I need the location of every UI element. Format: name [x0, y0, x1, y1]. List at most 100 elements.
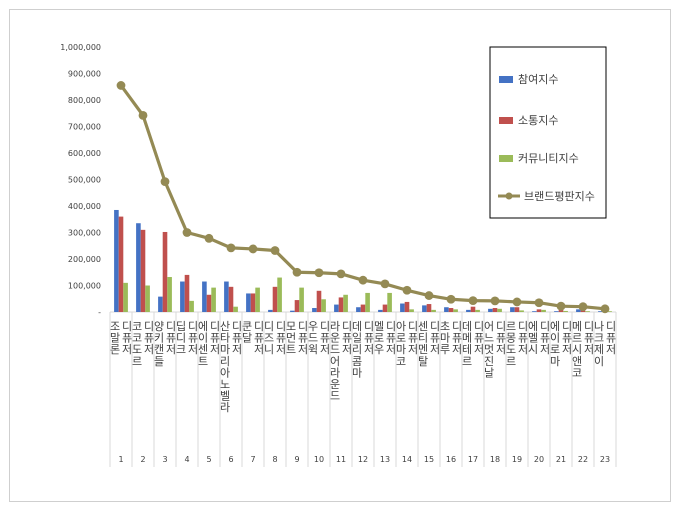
line-point: [578, 302, 588, 312]
bar: [466, 309, 471, 312]
bar: [409, 309, 414, 312]
line-point: [116, 81, 126, 90]
x-category-label: 나 크 제 이디 퓨 저: [594, 320, 616, 368]
bar: [563, 310, 568, 312]
x-category-label: 센 티 멘 탈디 퓨 저: [418, 320, 440, 368]
bar: [268, 309, 273, 312]
legend-swatch-marker: [505, 192, 513, 200]
y-tick-label: 200,000: [68, 255, 101, 264]
x-category-number: 9: [294, 455, 299, 464]
legend-label: 소통지수: [518, 114, 558, 127]
x-category-number: 10: [314, 455, 324, 464]
bar: [585, 311, 590, 312]
bar: [321, 299, 326, 312]
bar: [475, 309, 480, 312]
bar: [294, 300, 300, 312]
x-category-label: 초 마 루디 퓨 저: [440, 320, 462, 356]
bar: [211, 287, 216, 312]
bar: [387, 292, 392, 312]
x-category-label: 메 르 시 앤 코디 퓨 저: [572, 320, 594, 379]
bar: [180, 281, 185, 312]
y-tick-label: 800,000: [68, 96, 101, 105]
line-point: [314, 268, 324, 278]
y-tick-label: 500,000: [68, 176, 101, 185]
bar: [233, 306, 238, 312]
line-point: [138, 110, 148, 120]
line-point: [160, 177, 170, 187]
bar: [448, 308, 454, 312]
line-point: [204, 233, 214, 243]
line-point: [380, 279, 390, 289]
x-category-label: 디 즈 니디 퓨 저: [264, 320, 286, 356]
x-category-number: 23: [600, 455, 610, 464]
legend-box: [489, 46, 607, 219]
legend-swatch: [499, 155, 513, 162]
x-category-label: 딥 디 크디 퓨 저: [176, 320, 198, 356]
bar: [497, 308, 502, 312]
y-tick-label: 100,000: [68, 282, 101, 291]
bar: [514, 307, 520, 312]
bar: [558, 309, 564, 312]
y-tick-label: 400,000: [68, 202, 101, 211]
bar: [290, 310, 295, 312]
bar: [431, 309, 436, 312]
bar: [299, 287, 304, 312]
x-category-number: 6: [228, 455, 233, 464]
line-point: [248, 244, 258, 254]
bar: [554, 311, 559, 312]
line-point: [424, 291, 434, 300]
bar: [140, 229, 146, 312]
x-category-label: 르 몽 도 르디 퓨 저: [506, 320, 528, 368]
bar: [338, 297, 344, 312]
bar: [356, 307, 361, 312]
line-point: [358, 275, 368, 285]
bar: [343, 294, 348, 312]
x-category-number: 1: [118, 455, 123, 464]
y-tick-label: 1,000,000: [60, 43, 101, 52]
bar: [422, 305, 427, 312]
bar: [488, 308, 493, 312]
x-category-label: 양 키 캔 들디 퓨 저: [154, 320, 176, 368]
line-point: [336, 269, 346, 279]
bar: [167, 277, 172, 312]
bar: [400, 303, 405, 312]
line-point: [182, 228, 192, 237]
x-category-number: 11: [336, 455, 346, 464]
x-category-label: 어 느 멋 진 날디 퓨 저: [484, 320, 506, 379]
bar: [598, 311, 603, 312]
x-category-number: 19: [512, 455, 522, 464]
x-category-label: 코 코 도 르디 퓨 저: [132, 320, 154, 368]
x-category-label: 우 드 윅디 퓨 저: [308, 320, 330, 356]
bar: [224, 281, 229, 312]
x-category-number: 7: [250, 455, 255, 464]
x-category-label: 에 이 로 마디 퓨 저: [550, 320, 572, 368]
line-point: [600, 304, 610, 314]
x-category-number: 20: [534, 455, 544, 464]
legend-label: 참여지수: [518, 73, 558, 86]
y-tick-label: -: [98, 308, 101, 317]
y-tick-label: 900,000: [68, 70, 101, 79]
legend-swatch: [499, 76, 513, 83]
x-category-label: 아 로 마 코디 퓨 저: [396, 320, 418, 368]
x-category-number: 18: [490, 455, 500, 464]
x-category-number: 16: [446, 455, 456, 464]
line-point: [468, 296, 478, 306]
bar: [519, 310, 524, 312]
x-category-label: 조 말 론디 퓨 저: [110, 320, 132, 356]
x-category-number: 15: [424, 455, 434, 464]
bar: [184, 274, 190, 312]
x-category-label: 모 먼 트디 퓨 저: [286, 320, 308, 356]
bar: [576, 309, 581, 312]
x-category-number: 21: [556, 455, 566, 464]
bar: [250, 293, 256, 312]
line-point: [490, 296, 500, 306]
bar: [255, 287, 260, 312]
bar: [316, 290, 322, 312]
legend-swatch: [499, 117, 513, 124]
x-category-number: 2: [140, 455, 145, 464]
x-category-number: 4: [184, 455, 189, 464]
bar: [378, 309, 383, 312]
bar: [246, 293, 251, 312]
x-category-label: 멜 로 우디 퓨 저: [374, 320, 396, 356]
